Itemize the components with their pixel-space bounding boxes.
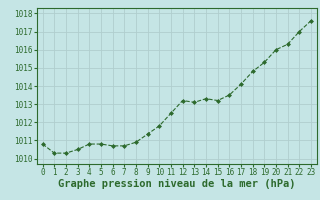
X-axis label: Graphe pression niveau de la mer (hPa): Graphe pression niveau de la mer (hPa) <box>58 179 296 189</box>
